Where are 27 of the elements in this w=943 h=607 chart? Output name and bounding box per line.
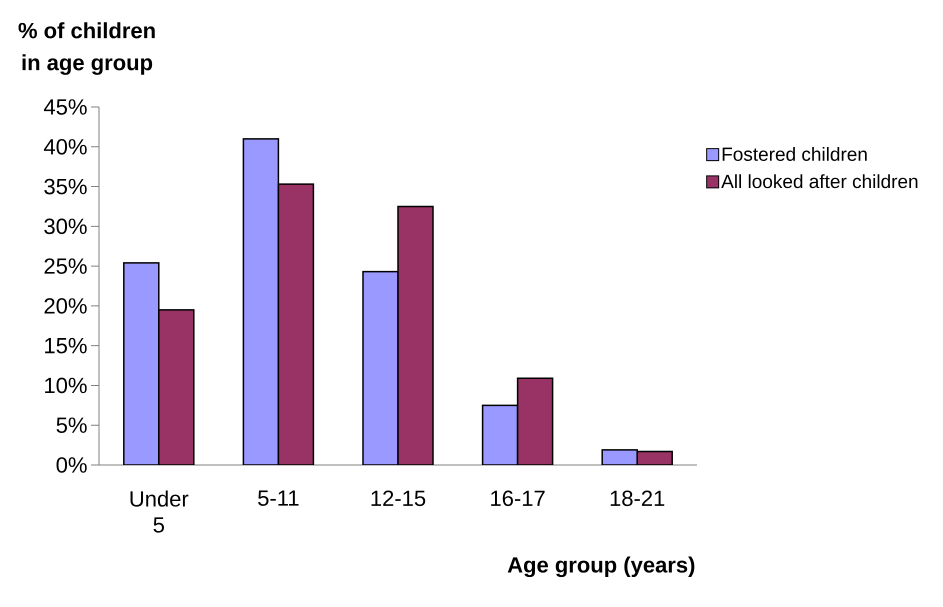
y-tick-label: 20% (44, 298, 87, 314)
y-tick-label: 45% (44, 99, 87, 115)
x-tick-label: 18-21 (610, 490, 664, 506)
y-tick-label: 15% (45, 338, 87, 354)
x-axis-title: Age group (years) (508, 556, 694, 578)
bar (242, 138, 280, 465)
bar (516, 378, 554, 465)
bar (397, 206, 434, 465)
y-tick-label: 10% (45, 378, 87, 394)
bar (123, 262, 160, 465)
y-axis-title: % of children in age group (18, 22, 155, 75)
bar (158, 309, 195, 465)
y-tick-label: 5% (56, 417, 87, 433)
x-tick-label: 12-15 (372, 490, 426, 506)
legend-label: All looked after children (721, 174, 918, 188)
y-tick-label: 0% (56, 457, 87, 473)
y-tick-label: 40% (44, 138, 87, 155)
x-tick-label: Under 5 (130, 490, 188, 533)
x-tick-label: 5-11 (258, 490, 299, 506)
legend-label: Fostered children (722, 146, 867, 161)
y-tick-label: 30% (44, 218, 87, 234)
bar (278, 183, 314, 465)
bar (362, 270, 399, 465)
y-tick-label: 35% (44, 178, 87, 194)
bar (482, 404, 518, 465)
y-tick-label: 25% (44, 258, 87, 274)
x-tick-label: 16-17 (491, 490, 545, 506)
